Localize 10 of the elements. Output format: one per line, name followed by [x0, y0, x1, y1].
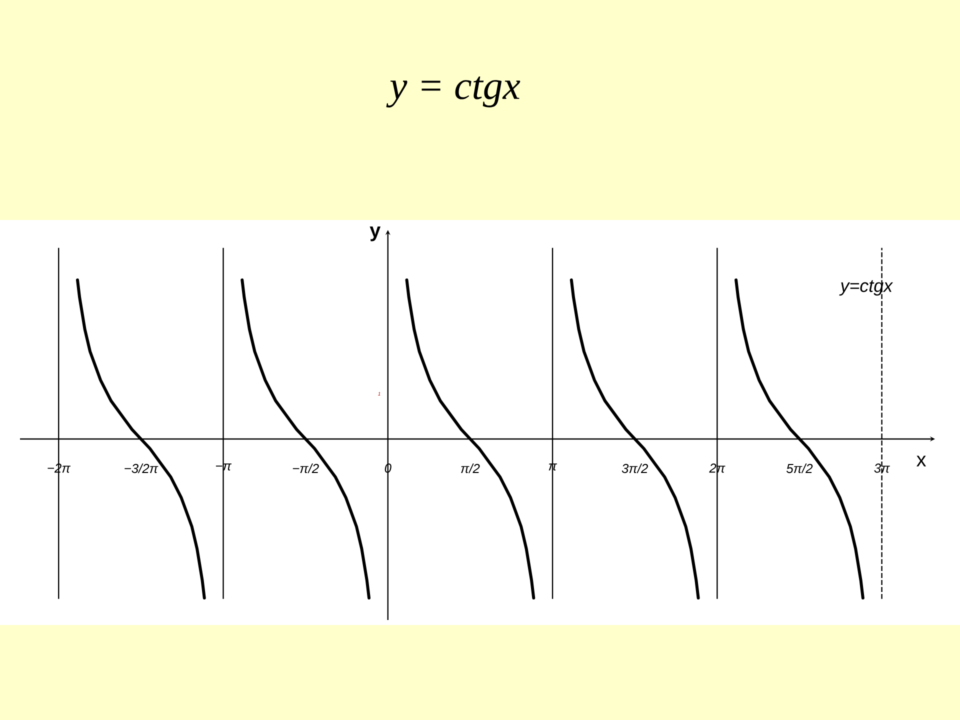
- annotation: y=ctgx: [839, 280, 894, 296]
- x-tick-label: π/2: [461, 464, 480, 474]
- x-tick-label: 3π: [874, 464, 890, 473]
- x-tick-label: −π/2: [292, 464, 319, 474]
- x-axis-title: x: [916, 456, 926, 466]
- y-axis-title: y: [370, 226, 381, 242]
- x-tick-label: 3π/2: [622, 464, 648, 474]
- x-tick-label: 5π/2: [786, 464, 813, 474]
- chart-title: y = ctgx: [386, 76, 520, 108]
- x-tick-label: −3/2π: [124, 464, 158, 474]
